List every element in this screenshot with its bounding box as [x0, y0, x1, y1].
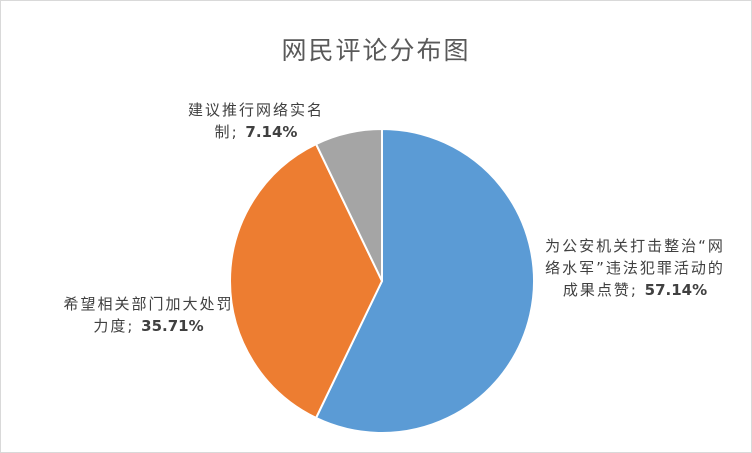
label-part: 7.14% — [245, 123, 298, 141]
pie-slice — [229, 142, 384, 420]
data-label: 希望相关部门加大处罚力度; 35.71% — [61, 293, 236, 337]
label-part: 为公安机关打击整治“网络水军”违法犯罪活动的成果点赞 — [545, 237, 725, 299]
chart-title: 网民评论分布图 — [281, 36, 471, 65]
data-label: 建议推行网络实名制; 7.14% — [181, 99, 331, 143]
label-part: ; — [127, 317, 142, 335]
label-part: 希望相关部门加大处罚力度 — [63, 295, 234, 335]
label-part: 建议推行网络实名制 — [187, 101, 324, 141]
label-part: 35.71% — [141, 317, 204, 335]
pie-slice — [314, 127, 383, 282]
pie-slice — [314, 127, 535, 434]
label-part: 57.14% — [644, 281, 708, 299]
label-part: ; — [630, 281, 645, 299]
data-label: 为公安机关打击整治“网络水军”违法犯罪活动的成果点赞; 57.14% — [537, 235, 733, 301]
label-part: ; — [231, 123, 246, 141]
